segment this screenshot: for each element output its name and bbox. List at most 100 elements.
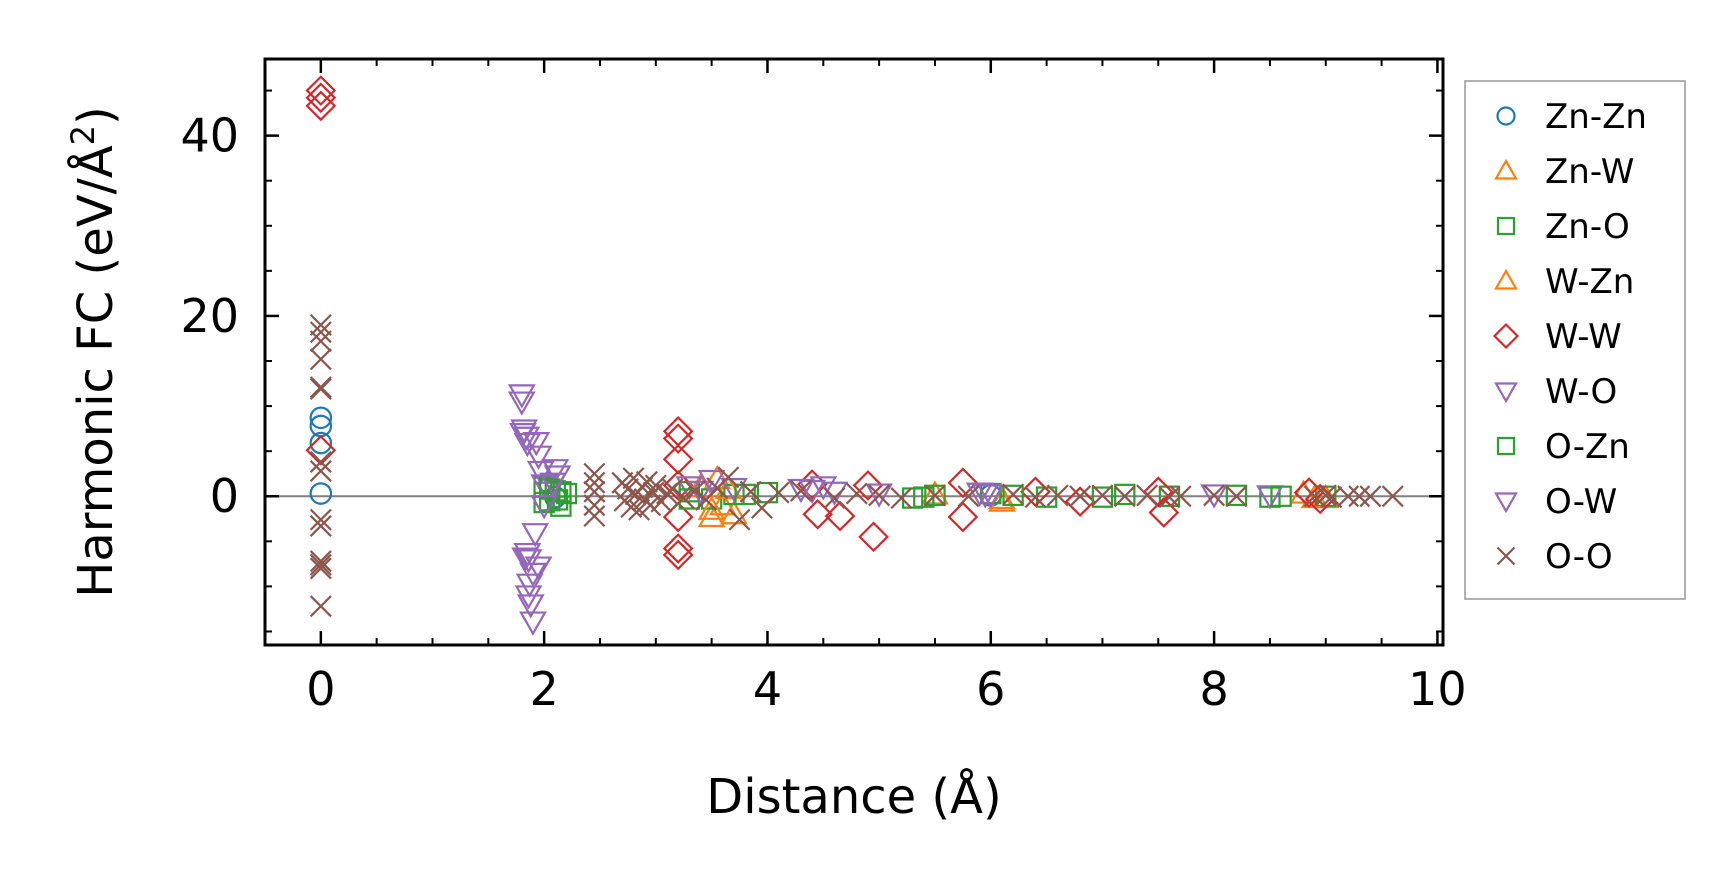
data-point [1002,484,1024,507]
data-point [309,313,332,336]
data-point [823,487,846,510]
data-point [1256,485,1284,510]
legend-entry: Zn-W [1494,152,1634,192]
data-point [1113,485,1136,508]
data-point [305,75,337,106]
data-point [720,478,748,503]
data-point [852,470,884,501]
y-axis-label: Harmonic FC (eV/Å2) [64,106,124,598]
data-point [509,423,537,448]
legend: Zn-Zn Zn-W Zn-O W-Zn W-W W-O O-Zn O-W O-O [1464,80,1686,600]
plot-area: 0 2 4 6 8 10 0 20 40 [180,57,1467,716]
data-point [672,487,695,510]
data-point [521,523,550,548]
x-tick-label: 8 [1199,662,1228,716]
data-point [824,500,856,532]
x-tick-label: 10 [1408,662,1467,716]
data-point [697,495,726,520]
data-point [512,426,541,451]
x-tick-label: 2 [530,662,559,716]
data-point [583,505,606,528]
data-point [309,508,332,531]
data-point [947,467,979,499]
legend-entry: O-O [1496,537,1613,577]
data-point [1064,486,1096,518]
data-point [539,478,561,500]
y-tick-label: 0 [210,469,239,523]
legend-marker [1494,268,1518,290]
y-axis-label-sup: 2 [64,125,102,145]
data-point [507,391,536,416]
data-point [309,431,333,455]
data-point [309,406,333,430]
data-point [1046,484,1069,507]
legend-entry: Zn-Zn [1496,97,1647,137]
data-point [519,562,547,588]
data-point [309,451,332,473]
data-point [965,482,994,507]
y-tick-label: 40 [180,109,239,163]
data-point [309,348,332,371]
data-point [683,479,706,502]
legend-marker [1494,492,1518,514]
data-point [971,484,1000,509]
data-point [947,501,979,533]
data-point [1381,485,1404,508]
data-point [697,502,726,528]
legend-label: Zn-Zn [1545,97,1647,137]
x-axis-label: Distance (Å) [706,768,1001,825]
x-tick-label: 6 [976,662,1005,716]
data-point [309,482,333,505]
data-point [1091,484,1114,507]
data-point [1359,485,1382,508]
data-point [661,478,684,501]
legend-marker [1496,436,1516,456]
legend-marker [1494,158,1518,180]
data-point [1270,485,1292,507]
data-point [714,474,743,500]
legend-label: W-O [1545,372,1617,412]
data-point [662,501,694,533]
data-point [662,539,694,571]
legend-entry: Zn-O [1496,207,1630,247]
data-point [309,550,332,573]
data-point [1337,485,1360,508]
data-point [541,459,570,484]
data-point [1114,483,1136,506]
data-point [515,573,544,598]
data-point [309,515,332,537]
data-point [809,476,838,501]
y-tick-label: 20 [180,289,239,343]
data-point [901,487,924,509]
data-point [628,498,651,521]
legend-label: Zn-O [1545,207,1630,247]
data-point [798,479,827,505]
data-point [583,462,606,485]
x-tick-label: 4 [753,662,782,716]
plot-frame [263,57,1445,647]
data-point [526,460,555,486]
data-point [675,476,704,501]
data-point [309,377,332,400]
data-point [539,472,567,497]
legend-entry: W-W [1492,317,1622,357]
data-point [1158,485,1181,507]
data-point [511,547,540,572]
data-point [305,90,337,122]
data-point [865,483,894,508]
data-point [858,521,889,553]
data-point [305,434,337,466]
data-point [1169,485,1192,508]
data-point [583,471,606,494]
data-point [309,330,332,353]
legend-entry: O-Zn [1496,427,1630,467]
data-point [728,508,751,531]
data-point [1225,485,1248,508]
legend-label: O-W [1545,482,1617,522]
data-point [1024,486,1047,509]
data-point [923,484,946,507]
data-point [514,585,543,610]
data-point [524,556,553,581]
data-point [516,594,545,619]
